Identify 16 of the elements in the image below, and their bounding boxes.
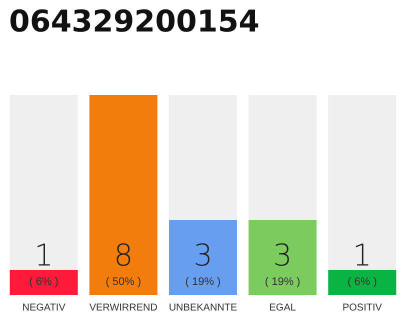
data-label: 3 bbox=[193, 238, 213, 274]
annotation: ( 6% ) bbox=[348, 276, 377, 288]
x-tick-label: UNBEKANNTE bbox=[168, 302, 238, 314]
x-tick-label: VERWIRREND bbox=[89, 302, 158, 314]
data-label: 3 bbox=[273, 238, 292, 274]
data-label: 1 bbox=[34, 238, 54, 274]
data-label: 1 bbox=[352, 238, 372, 274]
x-tick-label: EGAL bbox=[269, 302, 296, 314]
x-tick-label: POSITIV bbox=[342, 302, 382, 314]
annotation: ( 19% ) bbox=[185, 276, 221, 288]
annotation: ( 50% ) bbox=[106, 276, 142, 288]
annotation: ( 19% ) bbox=[264, 276, 300, 288]
data-label: 8 bbox=[114, 238, 133, 274]
x-tick-label: NEGATIV bbox=[22, 302, 66, 314]
annotation: ( 6% ) bbox=[29, 276, 58, 288]
chart-title: 064329200154 bbox=[9, 4, 260, 40]
